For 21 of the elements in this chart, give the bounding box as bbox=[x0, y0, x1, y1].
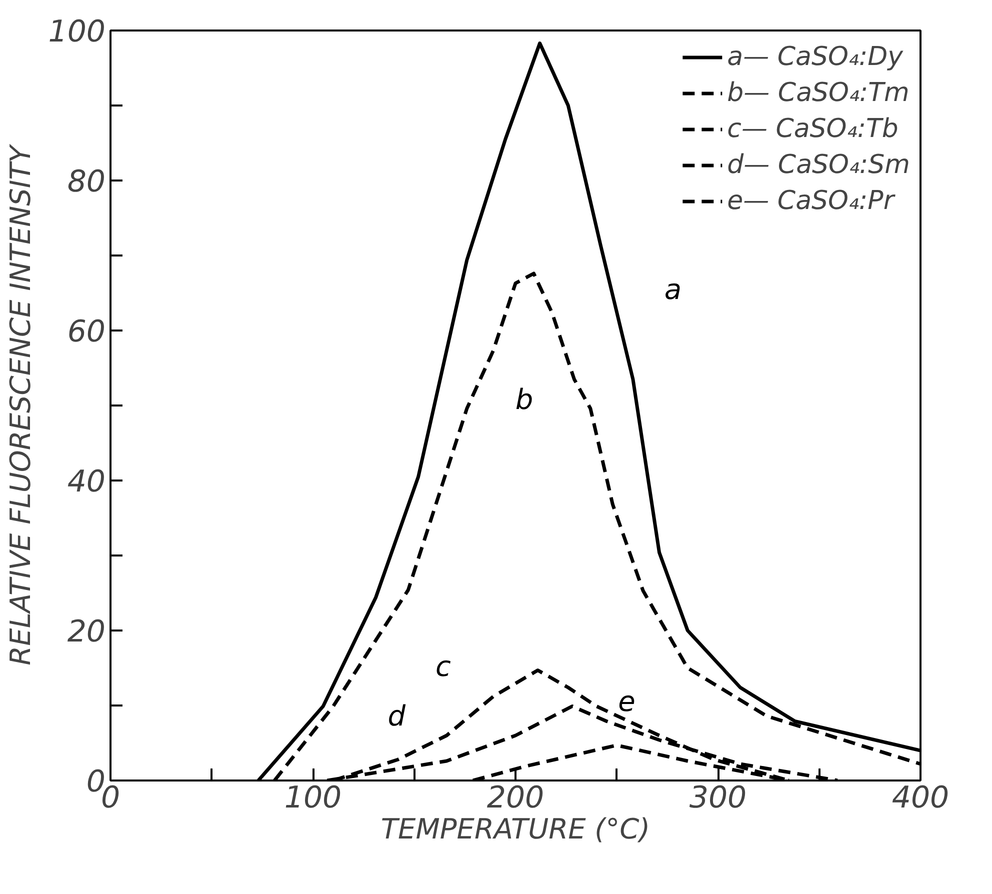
x-tick-label: 300 bbox=[689, 780, 747, 816]
legend-label: b— CaSO₄:Tm bbox=[727, 77, 910, 110]
legend-label: c— CaSO₄:Tb bbox=[727, 113, 898, 146]
legend-label: e— CaSO₄:Pr bbox=[727, 185, 894, 218]
y-axis-title: RELATIVE FLUORESCENCE INTENSITY bbox=[4, 144, 38, 666]
y-tick-label: 80 bbox=[67, 164, 106, 200]
annotation: c bbox=[436, 650, 452, 683]
x-axis-title: TEMPERATURE (°C) bbox=[380, 812, 650, 846]
y-tick-label: 60 bbox=[67, 314, 106, 350]
annotation: d bbox=[388, 700, 406, 732]
x-tick-label: 100 bbox=[284, 780, 342, 816]
y-tick-label: 20 bbox=[67, 614, 106, 650]
annotation: a bbox=[664, 272, 682, 306]
annotation: e bbox=[618, 684, 636, 718]
legend-label: d— CaSO₄:Sm bbox=[727, 149, 910, 182]
y-tick-label: 40 bbox=[67, 464, 106, 500]
x-tick-label: 400 bbox=[892, 780, 950, 816]
legend-label: a— CaSO₄:Dy bbox=[727, 41, 903, 74]
x-tick-label: 200 bbox=[486, 780, 544, 816]
annotation: b bbox=[515, 382, 534, 416]
y-tick-label: 100 bbox=[48, 14, 106, 50]
